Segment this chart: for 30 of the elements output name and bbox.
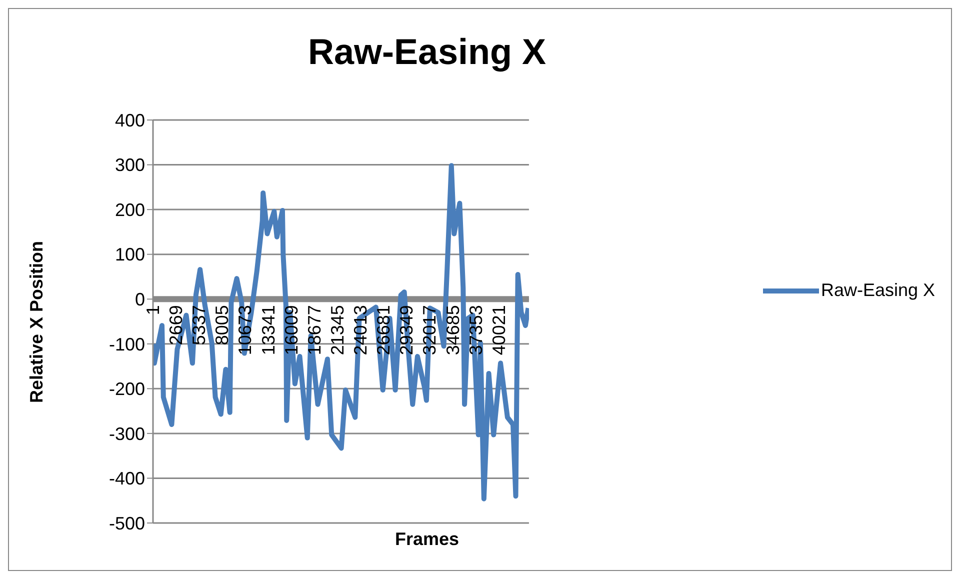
x-tick-label: 40021 — [488, 305, 509, 356]
x-tick-label: 13341 — [258, 305, 278, 356]
y-axis-title: Relative X Position — [26, 240, 48, 403]
y-tick-label: 400 — [114, 110, 145, 130]
x-tick-label: 5337 — [189, 305, 210, 346]
x-tick-label: 24013 — [350, 305, 371, 356]
x-tick-label: 1 — [143, 305, 163, 316]
chart-title: Raw-Easing X — [306, 31, 548, 73]
y-tick-label: -500 — [108, 513, 145, 534]
x-tick-label: 18677 — [304, 305, 324, 356]
x-tick-label: 26681 — [374, 305, 394, 356]
x-tick-label: 34685 — [442, 305, 463, 356]
legend-label: Raw-Easing X — [820, 280, 935, 301]
y-tick-label: 300 — [114, 155, 145, 176]
x-tick-label: 16009 — [281, 305, 302, 356]
y-tick-label: 100 — [114, 244, 145, 265]
x-tick-label: 21345 — [327, 305, 348, 356]
x-tick-label: 37353 — [466, 305, 486, 356]
x-axis-title: Frames — [394, 529, 460, 550]
y-tick-label: -100 — [108, 334, 145, 354]
y-tick-label: -300 — [108, 424, 145, 444]
y-tick-label: -200 — [108, 379, 145, 400]
x-tick-label: 29349 — [396, 305, 417, 356]
x-tick-label: 10673 — [235, 305, 256, 356]
x-tick-label: 2669 — [166, 305, 186, 346]
x-tick-label: 32017 — [420, 305, 440, 356]
y-tick-label: 200 — [114, 200, 145, 220]
x-tick-label: 8005 — [212, 305, 232, 346]
y-tick-label: -400 — [108, 468, 145, 489]
y-tick-label: 0 — [134, 290, 145, 310]
